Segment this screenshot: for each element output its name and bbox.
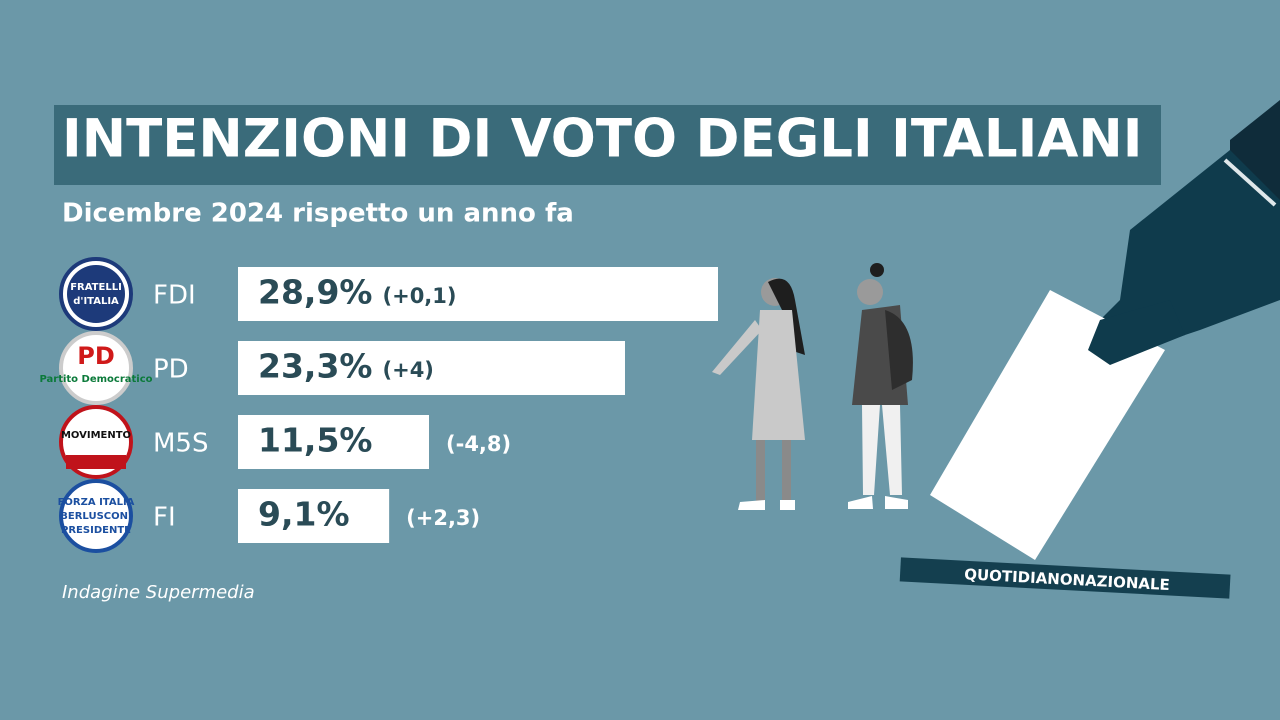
change-label: (-4,8) <box>446 432 511 456</box>
change-label: (+2,3) <box>406 506 480 530</box>
value-label: 9,1% <box>258 495 350 534</box>
bar <box>238 415 430 469</box>
title-box <box>54 105 1161 185</box>
change-label: (+0,1) <box>383 284 457 308</box>
logo-circle <box>59 331 133 405</box>
illustration <box>712 100 1280 560</box>
value-label: 11,5% <box>258 421 373 460</box>
logo-text: d'ITALIA <box>73 296 119 307</box>
logo-text: FORZA ITALIA <box>58 497 135 508</box>
logo-text: PD <box>77 342 115 370</box>
value-label: 23,3% <box>258 347 373 386</box>
bar <box>238 267 718 321</box>
party-logo: FORZA ITALIA BERLUSCONI PRESIDENTE <box>58 479 135 553</box>
value-label: 28,9% <box>258 273 373 312</box>
logo-text: MOVIMENTO <box>61 430 131 441</box>
chart-title: INTENZIONI DI VOTO DEGLI ITALIANI <box>62 109 1143 170</box>
category-label: M5S <box>153 429 208 459</box>
logo-text: 2050 <box>82 444 110 455</box>
party-logo: MOVIMENTO 2050 <box>59 405 133 479</box>
subtitle: Dicembre 2024 rispetto un anno fa <box>62 199 574 229</box>
source: Indagine Supermedia <box>62 582 255 603</box>
category-label: FDI <box>153 281 196 311</box>
party-logo: FRATELLI d'ITALIA <box>59 257 133 331</box>
logo-text: FRATELLI <box>70 282 122 293</box>
bar <box>238 489 390 543</box>
logo-text: BERLUSCONI <box>60 511 131 522</box>
category-label: PD <box>153 355 189 385</box>
watermark-ribbon: QUOTIDIANONAZIONALE <box>899 557 1231 599</box>
change-label: (+4) <box>383 358 434 382</box>
logo-inner <box>67 265 125 323</box>
party-logo: PD Partito Democratico <box>39 331 153 405</box>
logo-circle <box>59 479 133 553</box>
bar <box>238 341 625 395</box>
logo-inner <box>66 455 126 469</box>
category-label: FI <box>153 503 176 533</box>
logo-text: Partito Democratico <box>39 374 152 385</box>
logo-text: PRESIDENTE <box>61 525 131 536</box>
